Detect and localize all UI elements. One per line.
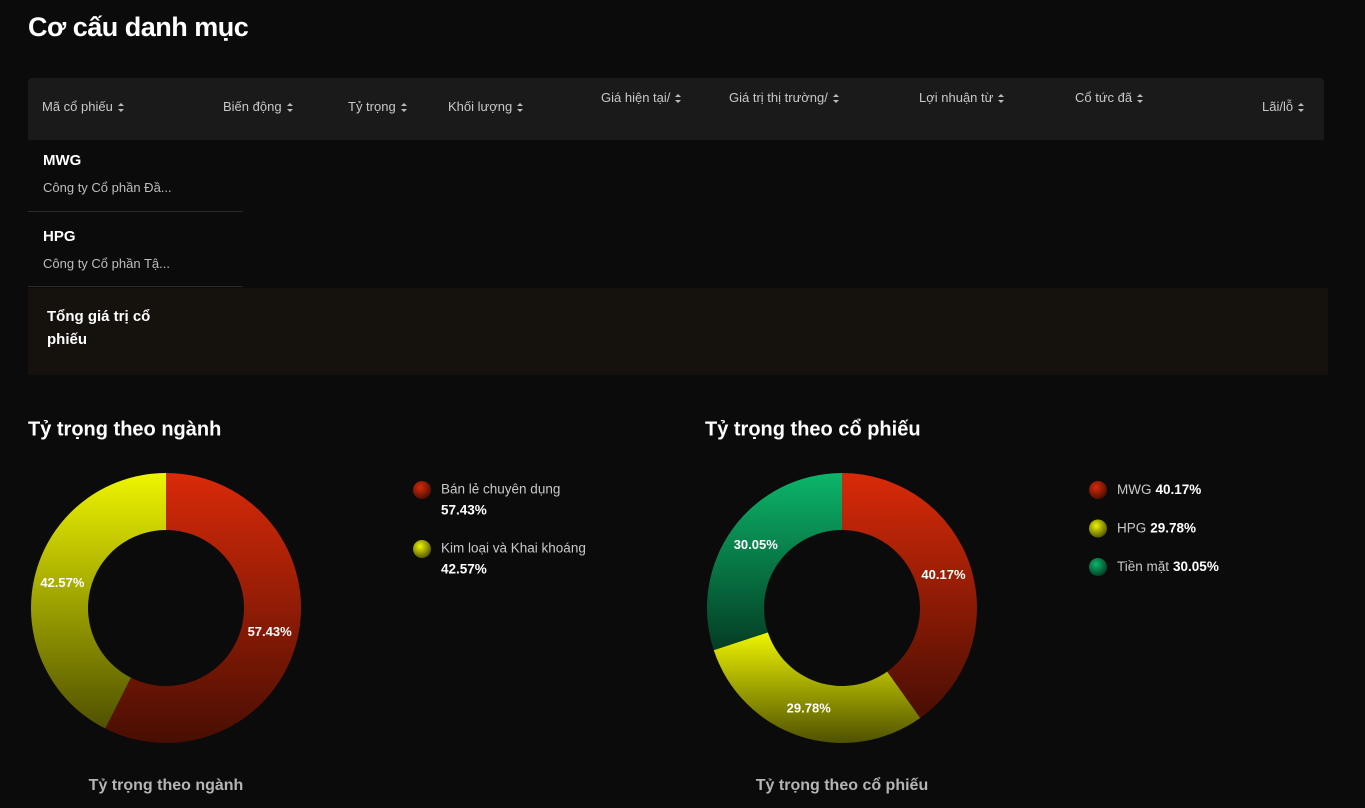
legend-value: 42.57%	[441, 562, 487, 577]
slice-label: 57.43%	[248, 624, 293, 639]
company-name: Công ty Cổ phần Đầ...	[43, 180, 172, 195]
legend-label: Tiền mặt	[1117, 559, 1169, 574]
total-label: Tổng giá trị cổ phiếu	[47, 308, 151, 348]
stock-symbol[interactable]: MWG	[43, 152, 82, 169]
column-header[interactable]: Giá hiện tại/	[601, 90, 682, 105]
column-header[interactable]: Cổ tức đã	[1075, 90, 1144, 105]
column-label: Lãi/lỗ	[1262, 99, 1294, 114]
column-label: Giá trị thị trường/	[729, 90, 828, 105]
legend-value: 40.17%	[1156, 482, 1202, 497]
chart-caption: Tỷ trọng theo ngành	[89, 777, 244, 794]
slice-label: 30.05%	[734, 537, 779, 552]
donut-slice	[842, 473, 977, 719]
column-header[interactable]: Biến động	[223, 99, 293, 114]
slice-label: 42.57%	[40, 575, 85, 590]
column-label: Cổ tức đã	[1075, 90, 1133, 105]
legend-swatch	[1089, 558, 1107, 576]
company-name: Công ty Cổ phần Tậ...	[43, 256, 170, 271]
column-header[interactable]: Tỷ trọng	[348, 99, 407, 114]
legend-swatch	[1089, 481, 1107, 499]
row-separator	[28, 286, 243, 287]
donut-slice	[707, 473, 842, 651]
row-separator	[28, 211, 243, 212]
charts: Tỷ trọng theo ngành Tỷ trọng theo ngành 57…	[28, 418, 1219, 794]
total-row	[28, 288, 1328, 375]
chart-title: Tỷ trọng theo ngành	[28, 418, 221, 440]
legend-label: Kim loại và Khai khoáng	[441, 541, 586, 556]
slice-label: 29.78%	[787, 701, 832, 716]
legend-value: 57.43%	[441, 503, 487, 518]
column-label: Mã cổ phiếu	[42, 99, 113, 114]
legend-label: Bán lẻ chuyên dụng	[441, 482, 560, 497]
donut-slice	[30, 473, 167, 729]
legend-label: HPG	[1117, 520, 1146, 535]
chart-caption: Tỷ trọng theo cổ phiếu	[756, 776, 928, 794]
donut-slice	[105, 473, 301, 743]
column-label: Biến động	[223, 99, 282, 114]
page-title: Cơ cấu danh mục	[28, 12, 249, 42]
legend-swatch	[1089, 519, 1107, 538]
column-header[interactable]: Lãi/lỗ	[1262, 99, 1305, 114]
column-header[interactable]: Mã cổ phiếu	[42, 99, 124, 114]
table-header	[28, 78, 1324, 140]
legend-value: 29.78%	[1150, 520, 1196, 535]
stock-symbol[interactable]: HPG	[43, 228, 76, 245]
column-header[interactable]: Lợi nhuận từ	[919, 90, 1005, 105]
chart-title: Tỷ trọng theo cổ phiếu	[705, 418, 921, 440]
donut-slice	[713, 632, 921, 743]
column-label: Lợi nhuận từ	[919, 90, 994, 105]
slice-label: 40.17%	[921, 567, 966, 582]
column-label: Khối lượng	[448, 99, 513, 114]
legend-value: 30.05%	[1173, 559, 1219, 574]
column-label: Giá hiện tại/	[601, 90, 671, 105]
column-label: Tỷ trọng	[348, 99, 396, 114]
column-header[interactable]: Khối lượng	[448, 99, 524, 114]
legend-swatch	[413, 481, 431, 499]
legend-label: MWG	[1117, 482, 1152, 497]
column-header[interactable]: Giá trị thị trường/	[729, 90, 839, 105]
legend-entry: Tiền mặt 30.05%	[1117, 559, 1219, 574]
legend-entry: MWG 40.17%	[1117, 482, 1201, 497]
legend-swatch	[413, 540, 431, 558]
legend-entry: HPG 29.78%	[1117, 520, 1196, 535]
